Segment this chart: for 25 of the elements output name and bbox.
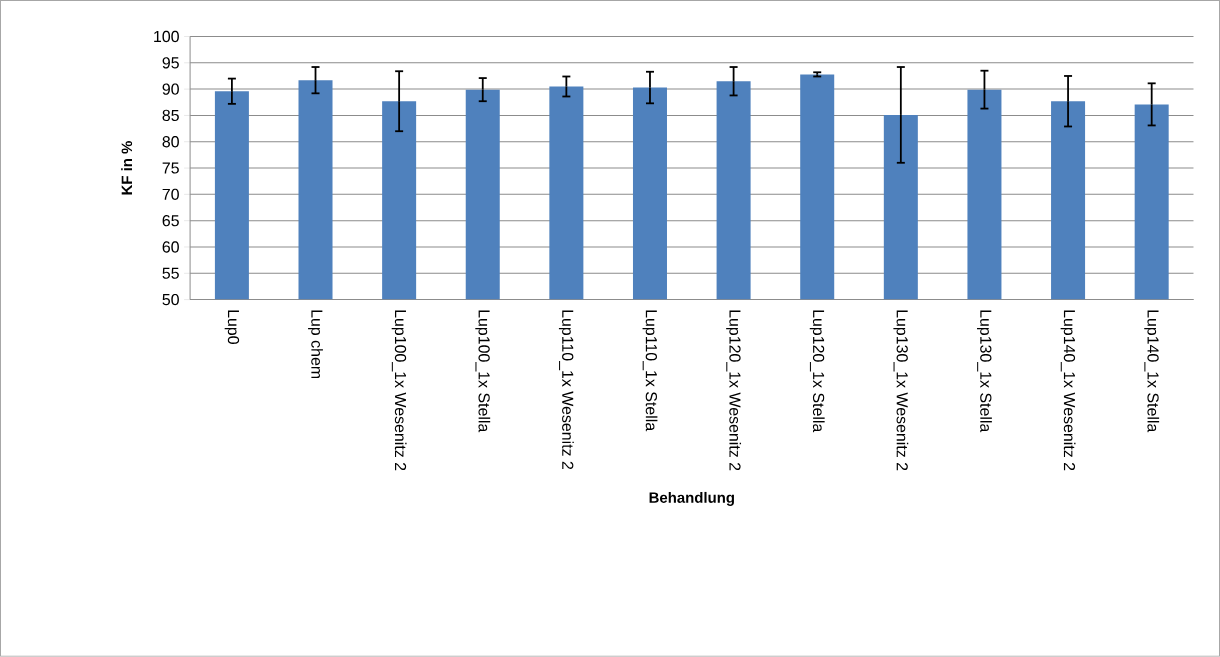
x-tick-label: Lup0 (224, 310, 240, 345)
y-axis-title: KF in % (121, 141, 133, 195)
x-tick-label: Lup110_1x Wesenitz 2 (558, 310, 574, 470)
x-tick-label: Lup130_1x Stella (977, 310, 992, 433)
x-tick-label: Lup120_1x Stella (809, 310, 825, 433)
x-tick-label: Lup120_1x Wesenitz 2 (726, 310, 742, 471)
x-tick-label: Lup chem (308, 310, 323, 379)
x-axis-title: Behandlung (649, 492, 734, 507)
y-tick-label: 80 (162, 136, 179, 148)
x-tick-label: Lup110_1x Stella (642, 310, 658, 432)
y-tick-label: 60 (162, 241, 179, 253)
y-tick-label: 100 (154, 30, 179, 43)
y-tick-label: 90 (162, 83, 179, 95)
y-tick-label: 55 (162, 267, 179, 279)
x-tick-label: Lup140_1x Stella (1144, 310, 1160, 433)
y-tick-label: 75 (162, 162, 179, 174)
x-tick-label: Lup100_1x Wesenitz 2 (391, 310, 407, 471)
y-tick-label: 95 (162, 57, 179, 69)
x-tick-label: Lup130_1x Wesenitz 2 (893, 310, 909, 471)
x-tick-label: Lup100_1x Stella (475, 310, 491, 433)
y-tick-label: 65 (162, 215, 179, 227)
y-tick-label: 70 (162, 188, 179, 201)
y-tick-label: 85 (162, 109, 179, 122)
y-tick-label: 50 (162, 294, 179, 306)
x-tick-label: Lup140_1x Wesenitz 2 (1060, 310, 1076, 471)
